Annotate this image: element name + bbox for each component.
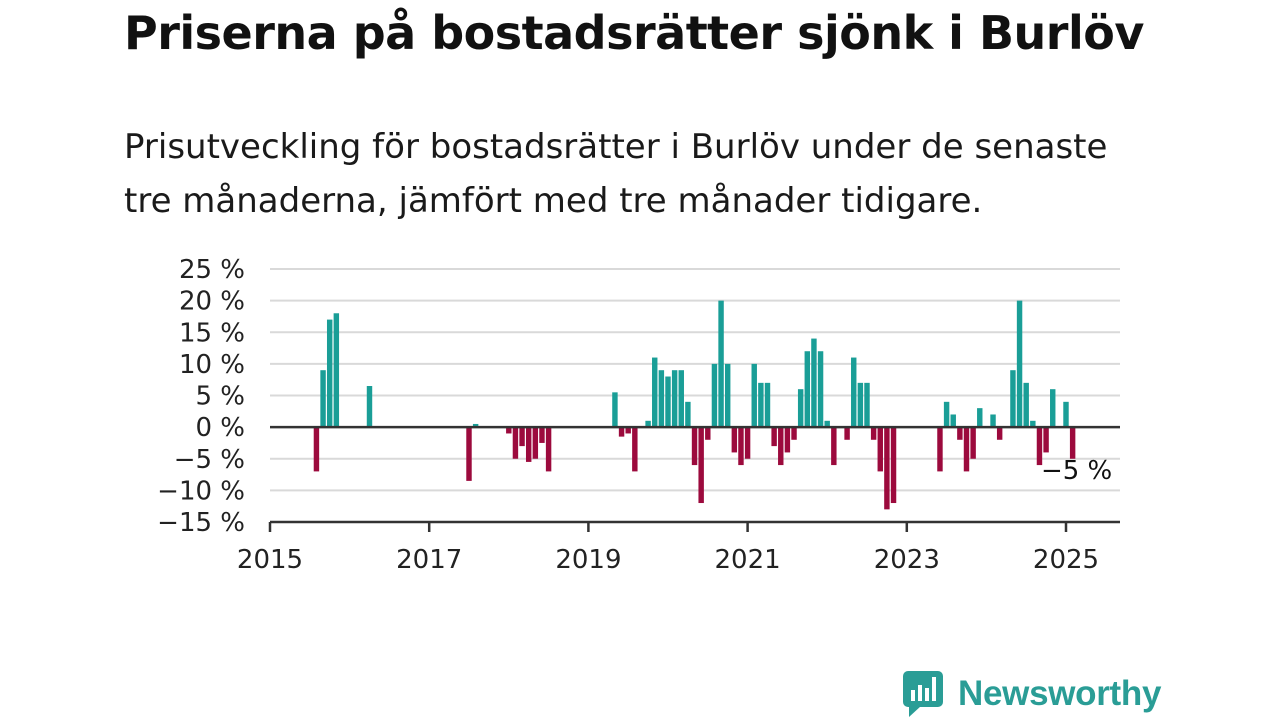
bar xyxy=(784,427,791,453)
labels: 25 %20 %15 %10 %5 %0 %−5 %−10 %−15 %2015… xyxy=(157,255,1112,575)
x-tick-label: 2025 xyxy=(1033,545,1099,575)
bar xyxy=(771,427,777,447)
bar xyxy=(884,427,890,510)
last-value-label: −5 % xyxy=(1041,456,1112,486)
bar xyxy=(525,427,532,462)
bar xyxy=(625,427,631,434)
bar xyxy=(857,382,864,428)
bar xyxy=(1069,427,1076,459)
bar xyxy=(724,363,731,428)
bar xyxy=(671,370,678,428)
bar-chart: 25 %20 %15 %10 %5 %0 %−5 %−10 %−15 %2015… xyxy=(157,255,1120,575)
bar xyxy=(870,427,877,440)
bar xyxy=(466,427,472,481)
newsworthy-logo: Newsworthy xyxy=(902,670,1161,718)
bar xyxy=(1043,427,1049,453)
bar xyxy=(539,427,545,443)
y-tick-label: 0 % xyxy=(195,413,245,443)
bar xyxy=(844,427,850,440)
bar xyxy=(618,427,625,437)
bar xyxy=(943,401,950,428)
y-tick-label: 10 % xyxy=(179,350,245,380)
bar xyxy=(864,382,870,428)
bar xyxy=(326,319,333,428)
bar xyxy=(705,427,711,440)
bar xyxy=(506,427,512,434)
bar xyxy=(718,300,724,428)
x-tick-label: 2017 xyxy=(396,545,462,575)
y-tick-label: −15 % xyxy=(157,508,245,538)
bar xyxy=(1010,370,1016,428)
y-tick-label: −5 % xyxy=(174,445,245,475)
bar xyxy=(797,389,804,428)
bar xyxy=(472,423,479,428)
bar xyxy=(751,363,757,428)
bar xyxy=(1036,427,1043,466)
bar xyxy=(645,420,651,428)
bar xyxy=(890,427,897,504)
axes xyxy=(268,425,1120,532)
bar xyxy=(744,427,751,459)
bar xyxy=(817,351,824,428)
gridlines xyxy=(270,268,1120,492)
bar xyxy=(950,414,956,428)
chart-title: Priserna på bostadsrätter sjönk i Burlöv xyxy=(124,6,1144,60)
bar xyxy=(731,427,738,453)
bar xyxy=(532,427,539,459)
bar xyxy=(698,427,704,504)
x-tick-label: 2021 xyxy=(715,545,781,575)
bar xyxy=(877,427,883,472)
bar xyxy=(811,338,817,428)
y-tick-label: 25 % xyxy=(179,255,245,285)
bar xyxy=(764,382,771,428)
bar xyxy=(1023,382,1029,428)
bars xyxy=(313,300,1076,510)
bar xyxy=(738,427,744,466)
newsworthy-chart-bubble-icon xyxy=(903,671,943,717)
y-tick-label: −10 % xyxy=(157,476,245,506)
bar xyxy=(990,414,996,428)
bar xyxy=(519,427,525,447)
bar xyxy=(678,370,684,428)
bar xyxy=(1030,420,1036,428)
bar xyxy=(804,351,811,428)
bar xyxy=(937,427,943,472)
bar xyxy=(320,370,326,428)
bar xyxy=(711,363,718,428)
bar xyxy=(824,420,830,428)
bar xyxy=(313,427,320,472)
y-tick-label: 5 % xyxy=(195,382,245,412)
bar xyxy=(512,427,519,459)
bar xyxy=(685,401,691,428)
y-tick-label: 20 % xyxy=(179,287,245,317)
bar xyxy=(970,427,976,459)
bar xyxy=(691,427,698,466)
bar xyxy=(963,427,970,472)
bar xyxy=(366,386,373,428)
bar xyxy=(851,357,857,428)
bar xyxy=(658,370,665,428)
x-tick-label: 2019 xyxy=(555,545,621,575)
brand-name: Newsworthy xyxy=(958,674,1162,713)
bar xyxy=(996,427,1003,440)
y-tick-label: 15 % xyxy=(179,318,245,348)
bar xyxy=(545,427,552,472)
bar xyxy=(778,427,784,466)
bar xyxy=(957,427,963,440)
bar xyxy=(1063,401,1069,428)
bar xyxy=(632,427,638,472)
bar xyxy=(1016,300,1023,428)
bar xyxy=(977,408,983,428)
bar xyxy=(758,382,764,428)
bar xyxy=(652,357,658,428)
bar xyxy=(333,313,340,428)
bar xyxy=(1050,389,1056,428)
bar xyxy=(831,427,837,466)
bar xyxy=(612,392,618,428)
x-tick-label: 2015 xyxy=(237,545,303,575)
bar xyxy=(665,376,671,428)
x-tick-label: 2023 xyxy=(874,545,940,575)
bar xyxy=(791,427,797,440)
chart-subtitle: Prisutveckling för bostadsrätter i Burlö… xyxy=(124,127,1108,221)
